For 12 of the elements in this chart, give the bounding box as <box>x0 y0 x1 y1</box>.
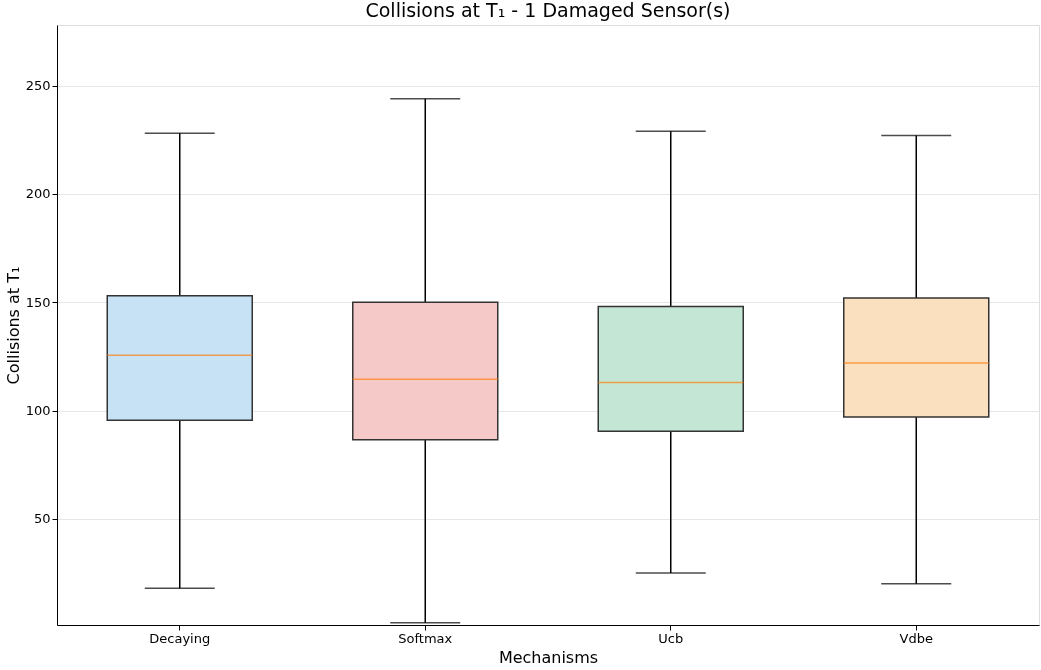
chart-title: Collisions at T₁ - 1 Damaged Sensor(s) <box>365 0 731 21</box>
y-tick-label: 250 <box>25 78 51 94</box>
y-tick-label: 100 <box>25 403 51 419</box>
x-tick-label: Decaying <box>149 630 211 646</box>
y-tick-label: 50 <box>33 511 51 527</box>
y-tick-label: 150 <box>25 294 51 310</box>
y-tick-label: 200 <box>25 186 51 202</box>
x-tick-label: Softmax <box>398 630 453 646</box>
x-tick-label: Ucb <box>658 630 684 646</box>
x-tick-label: Vdbe <box>899 630 933 646</box>
y-axis-title: Collisions at T₁ <box>3 266 23 385</box>
x-axis-title: Mechanisms <box>498 647 599 667</box>
